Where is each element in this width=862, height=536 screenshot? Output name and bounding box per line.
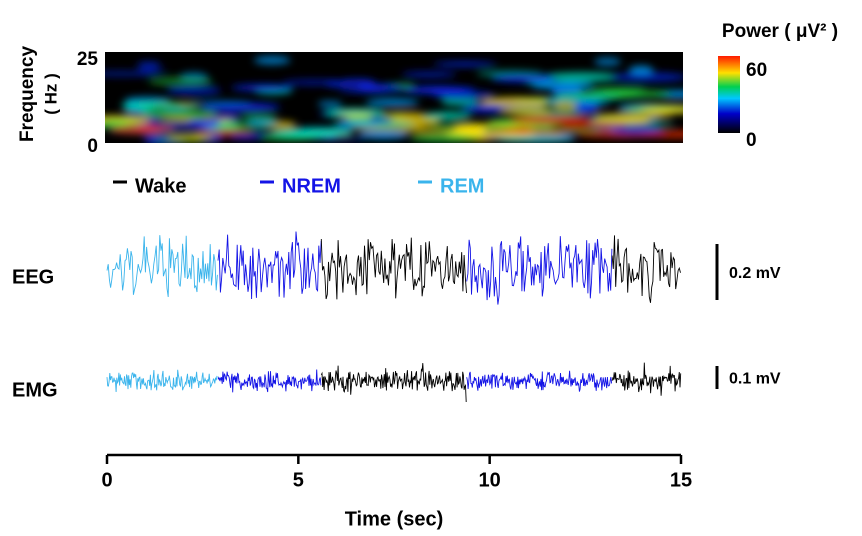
spectral-blob bbox=[166, 133, 214, 141]
spectral-blob bbox=[246, 118, 279, 127]
spectral-blob bbox=[531, 81, 594, 90]
spectral-blob bbox=[109, 126, 161, 134]
y-axis-label: Frequency bbox=[17, 46, 38, 143]
spectral-blob bbox=[528, 128, 602, 133]
spectral-blob bbox=[357, 130, 409, 140]
x-tick-label: 0 bbox=[101, 469, 112, 491]
spectral-blob bbox=[610, 72, 683, 83]
spectral-blob bbox=[271, 128, 354, 137]
spectral-blob bbox=[322, 137, 366, 142]
spectral-blob bbox=[509, 115, 592, 124]
spectral-blob bbox=[402, 86, 476, 94]
x-tick-label: 5 bbox=[293, 469, 304, 491]
legend-label: NREM bbox=[282, 175, 341, 197]
spectral-blob bbox=[491, 74, 557, 83]
spectral-blob bbox=[138, 109, 219, 118]
colorbar-tick-label: 60 bbox=[746, 60, 767, 81]
y-tick-label: 25 bbox=[77, 49, 99, 70]
signal-trace bbox=[611, 362, 682, 396]
spectral-blob bbox=[240, 114, 278, 120]
spectral-blob bbox=[460, 122, 537, 129]
scale-label: 0.1 mV bbox=[729, 371, 781, 388]
legend-label: Wake bbox=[135, 175, 187, 197]
y-tick-label: 0 bbox=[87, 136, 98, 157]
signal-trace bbox=[217, 369, 322, 393]
spectral-blob bbox=[325, 81, 352, 87]
spectral-blob bbox=[166, 85, 222, 96]
spectral-blob bbox=[433, 62, 497, 67]
channel-label: EMG bbox=[12, 379, 58, 401]
spectral-blob bbox=[605, 90, 673, 98]
spectral-blob bbox=[337, 113, 375, 118]
signal-trace bbox=[106, 369, 218, 393]
spectral-blob bbox=[336, 121, 379, 128]
spectral-blob bbox=[401, 71, 457, 78]
signal-trace bbox=[217, 231, 322, 300]
x-tick-label: 15 bbox=[670, 469, 692, 491]
legend-label: REM bbox=[440, 175, 484, 197]
spectral-blob bbox=[317, 100, 343, 108]
spectral-blob bbox=[554, 92, 622, 102]
spectral-blob bbox=[594, 57, 621, 66]
spectral-blob bbox=[189, 100, 252, 106]
spectral-blob bbox=[498, 106, 554, 115]
channel-label: EEG bbox=[12, 266, 54, 288]
spectrogram bbox=[105, 56, 683, 143]
spectral-blob bbox=[105, 71, 159, 77]
spectral-blob bbox=[588, 86, 646, 92]
spectral-blob bbox=[380, 111, 428, 119]
signal-trace bbox=[466, 370, 613, 392]
signal-trace bbox=[320, 237, 467, 300]
spectral-blob bbox=[461, 131, 537, 138]
spectral-blob bbox=[628, 65, 654, 76]
scale-label: 0.2 mV bbox=[729, 265, 781, 282]
spectral-blob bbox=[147, 76, 214, 86]
spectral-blob bbox=[609, 125, 664, 135]
spectral-blob bbox=[338, 88, 389, 93]
spectral-blob bbox=[229, 133, 264, 141]
spectral-blob bbox=[105, 119, 130, 129]
spectral-blob bbox=[553, 101, 578, 112]
signal-trace bbox=[466, 236, 613, 305]
spectral-blob bbox=[422, 112, 472, 120]
signal-trace bbox=[611, 235, 681, 303]
spectral-blob bbox=[409, 133, 481, 142]
signal-trace bbox=[106, 235, 218, 298]
spectral-blob bbox=[136, 61, 161, 70]
spectral-blob bbox=[573, 103, 599, 114]
x-tick-label: 10 bbox=[479, 469, 501, 491]
spectral-blob bbox=[365, 98, 420, 107]
spectral-blob bbox=[640, 107, 683, 114]
spectral-blob bbox=[253, 56, 291, 65]
spectral-blob bbox=[131, 101, 181, 106]
spectral-blob bbox=[541, 72, 621, 82]
spectral-blob bbox=[231, 84, 295, 92]
spectral-blob bbox=[186, 117, 222, 127]
x-axis-label: Time (sec) bbox=[345, 508, 444, 530]
y-axis-unit: ( Hz ) bbox=[41, 73, 60, 115]
signal-trace bbox=[320, 363, 467, 403]
colorbar-title: Power ( μV² ) bbox=[722, 21, 838, 42]
spectral-blob bbox=[561, 121, 627, 129]
colorbar-tick-label: 0 bbox=[746, 130, 757, 151]
colorbar bbox=[718, 56, 740, 133]
spectral-blob bbox=[594, 113, 674, 118]
